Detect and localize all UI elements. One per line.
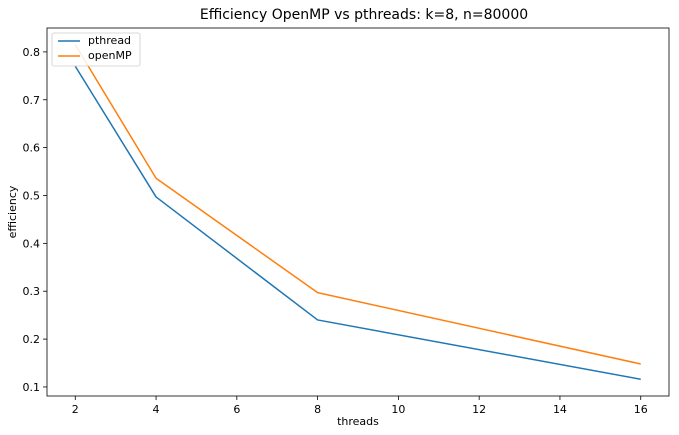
y-tick-label: 0.2 [23,333,41,346]
series-line-openmp [74,44,641,365]
y-axis-label: efficiency [6,185,19,238]
x-tick-label: 4 [153,403,160,416]
legend-label-openmp: openMP [88,49,132,62]
x-tick-label: 8 [314,403,321,416]
y-tick-label: 0.4 [23,237,41,250]
y-tick-label: 0.6 [23,142,41,155]
series-lines [74,44,641,381]
x-tick-label: 6 [233,403,240,416]
legend: pthread openMP [51,32,141,67]
y-tick-label: 0.5 [23,189,41,202]
legend-label-pthread: pthread [88,34,131,47]
x-tick-label: 12 [472,403,486,416]
x-tick-label: 2 [72,403,79,416]
x-tick-label: 10 [391,403,405,416]
y-axis-ticks: 0.1 0.2 0.3 0.4 0.5 0.6 0.7 0.8 [23,46,47,394]
series-line-pthread [74,65,641,381]
x-axis-ticks: 2 4 6 8 10 12 14 16 [72,396,648,416]
x-axis-label: threads [337,415,379,428]
y-tick-label: 0.3 [23,285,41,298]
x-tick-label: 14 [553,403,567,416]
x-tick-label: 16 [634,403,648,416]
y-tick-label: 0.8 [23,46,41,59]
plot-area [47,28,669,396]
plot-frame [46,27,670,397]
chart-title: Efficiency OpenMP vs pthreads: k=8, n=80… [200,7,528,23]
y-tick-label: 0.1 [23,381,41,394]
y-tick-label: 0.7 [23,94,41,107]
